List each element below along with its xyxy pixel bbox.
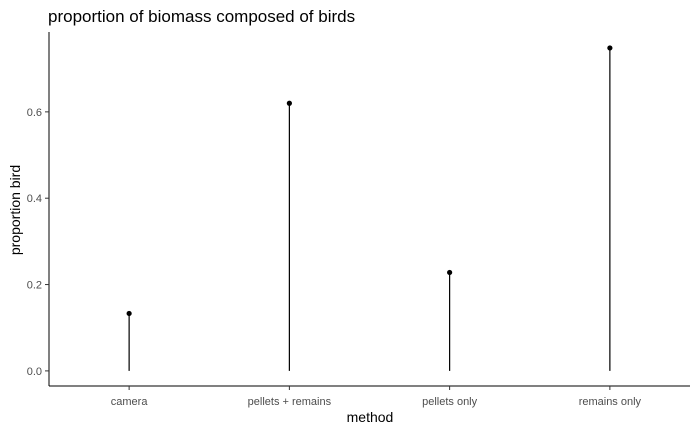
- y-tick-label: 0.4: [27, 193, 42, 205]
- x-tick-label: pellets only: [422, 396, 478, 408]
- x-tick-label: camera: [111, 396, 149, 408]
- x-tick-label: pellets + remains: [248, 396, 332, 408]
- y-tick-label: 0.6: [27, 107, 42, 119]
- lollipop-point: [286, 100, 292, 106]
- y-tick-label: 0.0: [27, 366, 42, 378]
- chart-title: proportion of biomass composed of birds: [48, 7, 355, 26]
- data-marks: [126, 45, 613, 371]
- y-axis: 0.0 0.2 0.4 0.6: [27, 32, 50, 386]
- x-axis: camera pellets + remains pellets only remai…: [49, 385, 690, 408]
- lollipop-point: [447, 269, 453, 276]
- y-axis-title: proportion bird: [7, 165, 23, 255]
- lollipop-point: [126, 310, 132, 317]
- lollipop-point: [607, 45, 613, 51]
- x-axis-title: method: [347, 409, 394, 425]
- y-tick-label: 0.2: [27, 280, 42, 292]
- x-tick-label: remains only: [579, 396, 642, 408]
